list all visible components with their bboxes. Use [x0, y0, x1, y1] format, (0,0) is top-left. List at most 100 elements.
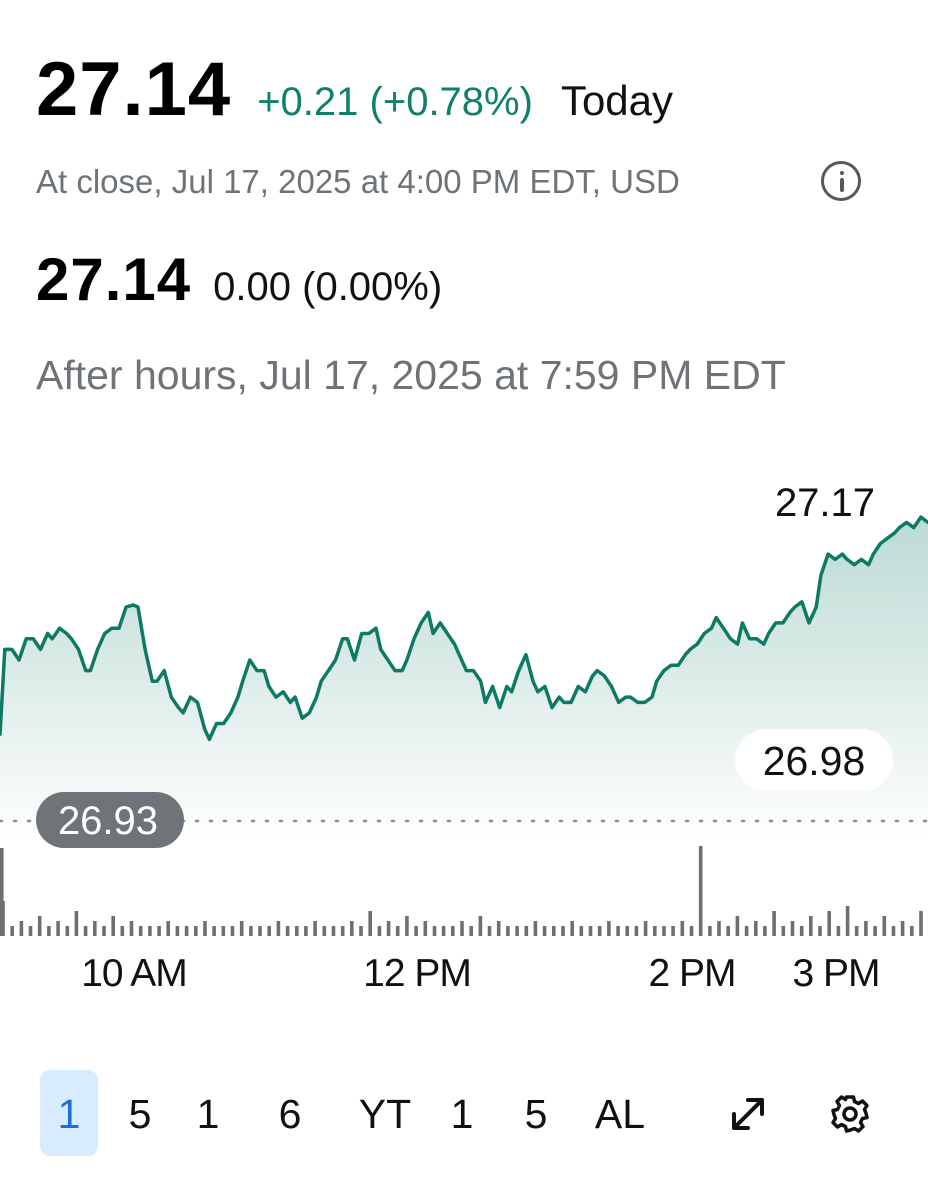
volume-bar: [533, 921, 538, 936]
volume-bar: [910, 926, 914, 936]
volume-bar: [295, 926, 299, 936]
volume-bar: [340, 926, 345, 936]
volume-bar: [322, 926, 327, 936]
volume-bar: [414, 926, 418, 936]
range-1d-button[interactable]: 1: [40, 1070, 98, 1156]
price-line: [0, 515, 928, 742]
volume-bar: [120, 926, 125, 936]
volume-bar: [717, 921, 721, 936]
volume-bar: [47, 926, 51, 936]
volume-bar: [827, 911, 831, 936]
volume-bar: [781, 926, 786, 936]
volume-bar: [175, 926, 180, 936]
high-price-label: 27.17: [775, 481, 875, 525]
volume-bar: [184, 926, 189, 936]
range-all-button[interactable]: AL: [594, 1091, 646, 1137]
close-change: +0.21 (+0.78%): [257, 80, 533, 124]
volume-bar: [377, 926, 382, 936]
volume-bar: [698, 846, 703, 936]
volume-bar: [10, 926, 14, 936]
volume-bar: [386, 921, 391, 936]
volume-bar: [891, 926, 896, 936]
volume-bar: [276, 921, 281, 936]
volume-bar: [249, 926, 253, 936]
gear-icon[interactable]: [828, 1092, 872, 1136]
after-hours-quote-row: 27.14 0.00 (0.00%): [36, 250, 442, 310]
volume-bar: [524, 926, 529, 936]
close-timestamp: At close, Jul 17, 2025 at 4:00 PM EDT, U…: [36, 163, 680, 200]
volume-bar: [790, 921, 795, 936]
volume-bar: [138, 926, 143, 936]
volume-bar: [809, 916, 813, 936]
price-chart[interactable]: 27.17 26.98 26.93 10 AM 12 PM 2 PM 3 PM: [0, 420, 928, 1020]
volume-bar: [653, 926, 657, 936]
volume-bar: [552, 926, 556, 936]
range-1m-button[interactable]: 1: [196, 1091, 220, 1137]
volume-bar: [900, 921, 905, 936]
volume-bar: [460, 921, 464, 936]
volume-bar: [496, 921, 501, 936]
volume-bar: [423, 921, 428, 936]
volume-bar: [726, 926, 730, 936]
volume-bar: [331, 926, 336, 936]
volume-bar: [882, 916, 887, 936]
volume-bar: [772, 911, 776, 936]
volume-bar: [221, 926, 226, 936]
volume-bar: [662, 926, 666, 936]
volume-bar: [542, 926, 547, 936]
volume-bar: [579, 926, 584, 936]
expand-icon[interactable]: [726, 1092, 770, 1136]
volume-bar: [836, 926, 841, 936]
volume-bar: [432, 926, 437, 936]
volume-bar: [157, 926, 161, 936]
volume-bar: [441, 926, 446, 936]
volume-bar: [854, 926, 859, 936]
volume-bar: [239, 921, 244, 936]
range-5d-button[interactable]: 5: [128, 1091, 152, 1137]
volume-bar: [799, 926, 804, 936]
volume-bar: [597, 926, 602, 936]
volume-bar: [634, 926, 639, 936]
volume-bar: [37, 916, 42, 936]
volume-bar: [65, 926, 70, 936]
volume-bar: [148, 926, 152, 936]
low-price-pill: [735, 729, 893, 791]
volume-bar: [735, 916, 740, 936]
volume-bar: [478, 916, 483, 936]
volume-bar: [506, 926, 510, 936]
close-quote-row: 27.14 +0.21 (+0.78%) Today: [36, 52, 673, 128]
volume-bar: [919, 911, 923, 936]
after-hours-timestamp: After hours, Jul 17, 2025 at 7:59 PM EDT: [36, 352, 786, 398]
volume-bar: [754, 921, 758, 936]
volume-bar: [451, 926, 455, 936]
volume-bar: [166, 921, 170, 936]
range-selector: 1 5 1 6 YT 1 5 AL: [0, 1070, 928, 1160]
volume-bar: [19, 921, 24, 936]
volume-bar: [515, 926, 519, 936]
range-1y-button[interactable]: 1: [450, 1091, 474, 1137]
info-icon[interactable]: [821, 161, 861, 201]
range-6m-button[interactable]: 6: [278, 1091, 302, 1137]
volume-bar: [744, 926, 749, 936]
volume-bar: [395, 926, 400, 936]
price-area: [0, 517, 928, 840]
x-tick-label-2pm: 2 PM: [648, 952, 735, 995]
volume-bar: [864, 921, 868, 936]
volume-bar: [267, 926, 271, 936]
after-hours-change: 0.00 (0.00%): [213, 265, 443, 309]
volume-bar: [607, 921, 611, 936]
x-tick-label-3pm: 3 PM: [792, 952, 879, 995]
low-price-label: 26.98: [763, 738, 866, 784]
period-label: Today: [560, 77, 674, 124]
volume-bar: [129, 921, 134, 936]
volume-bar: [845, 906, 850, 936]
volume-bar: [818, 926, 822, 936]
volume-bar: [194, 926, 198, 936]
range-ytd-button[interactable]: YT: [358, 1091, 412, 1137]
volume-bar: [0, 848, 4, 936]
volume-bar: [313, 921, 317, 936]
volume-bar: [368, 911, 372, 936]
range-5y-button[interactable]: 5: [524, 1091, 548, 1137]
volume-bar: [588, 926, 593, 936]
volume-bar: [689, 926, 694, 936]
